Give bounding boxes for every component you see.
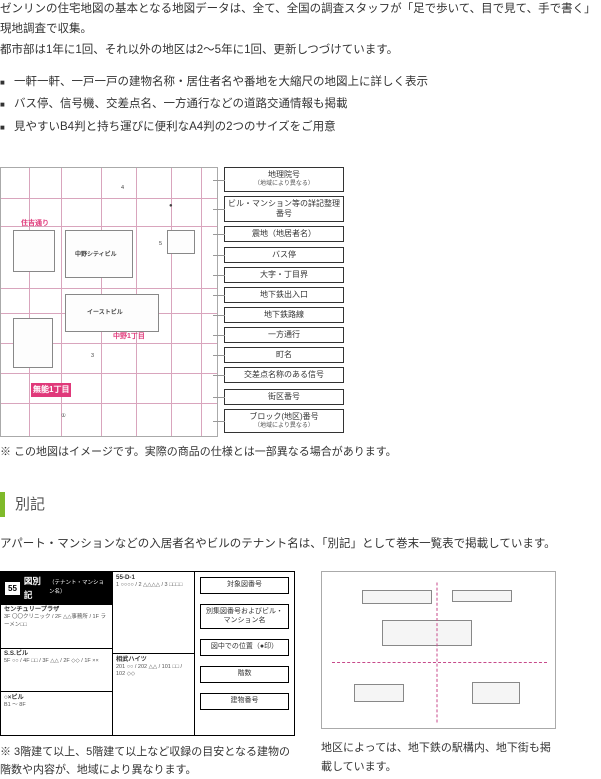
list-item: バス停、信号機、交差点名、一方通行などの道路交通情報も掲載 [0,95,601,115]
building-block [13,318,53,368]
legend-callout-label: 震地（地居者名） [228,229,340,239]
intro-line-1: ゼンリンの住宅地図の基本となる地図データは、全て、全国の調査スタッフが「足で歩い… [0,0,601,39]
road-horizontal [1,288,217,289]
map-legend-column: 地理院号（地域により異なる）ビル・マンション等の詳記整理番号震地（地居者名）バス… [224,167,344,437]
intro-block: ゼンリンの住宅地図の基本となる地図データは、全て、全国の調査スタッフが「足で歩い… [0,0,601,61]
legend-callout-label: 大字・丁目界 [228,270,340,280]
legend-callout-label: ビル・マンション等の詳記整理番号 [228,199,340,219]
legend-table-cell: 55-D-11 ○○○○ / 2 △△△△ / 3 □□□□ [113,572,194,654]
bekki-right-caption: 地区によっては、地下鉄の駅構内、地下街も掲載しています。 [321,739,556,776]
map-tiny-label: 5 [159,240,162,249]
header-sub: （テナント・マンション名） [49,579,108,598]
road-vertical [29,168,30,436]
road-horizontal [1,198,217,199]
legend-callout-label: 町名 [228,350,340,360]
road-horizontal [1,373,217,374]
legend-callout-sub: （地域により異なる） [228,181,340,189]
subway-line [332,662,547,663]
legend-callout-label: 地理院号 [228,170,340,180]
station-platform [362,590,432,604]
legend-callout: 地下鉄出入口 [224,287,344,303]
legend-callout: ビル・マンション等の詳記整理番号 [224,196,344,222]
bekki-right-map [321,571,556,729]
road-vertical [201,168,202,436]
legend-callout: 地下鉄路線 [224,307,344,323]
map-label: ● [169,201,173,211]
map-label: 無能1丁目 [31,383,71,397]
building-block [13,230,55,272]
map-caption: ※ この地図はイメージです。実際の商品の仕様とは一部異なる場合があります。 [0,443,601,462]
legend-key-box: 図中での位置（●印） [200,639,289,656]
legend-callout: 大字・丁目界 [224,267,344,283]
subway-line [437,583,438,723]
map-figure: 住吉通り●中野シティビルイーストビル中野1丁目無能1丁目453① 地理院号（地域… [0,167,601,462]
map-tiny-label: ① [61,412,66,421]
legend-key-box: 階数 [200,666,289,683]
legend-callout-label: バス停 [228,250,340,260]
legend-table-cell: 相武ハイツ201 ○○ / 202 △△ / 101 □□ / 102 ◇◇ [113,654,194,735]
legend-callout: 一方通行 [224,327,344,343]
legend-key-box: 別集図番号およびビル・マンション名 [200,604,289,630]
bekki-row: 55 図別記 （テナント・マンション名） センチュリープラザ3F 〇〇クリニック… [0,571,601,779]
legend-callout: 震地（地居者名） [224,226,344,242]
map-label: 中野シティビル [75,250,117,260]
legend-table-cell: S.S.ビル5F ○○ / 4F □□ / 3F △△ / 2F ◇◇ / 1F… [1,649,112,693]
legend-callout: バス停 [224,247,344,263]
map-tiny-label: 4 [121,184,124,193]
bekki-right: 地区によっては、地下鉄の駅構内、地下街も掲載しています。 [321,571,556,776]
bekki-left-caption: ※ 3階建て以上、5階建て以上など収録の目安となる建物の階数や内容が、地域により… [0,744,295,779]
station-platform [472,682,520,704]
legend-table-cell: センチュリープラザ3F 〇〇クリニック / 2F △△事務所 / 1F ラーメン… [1,605,112,649]
section-heading-bekki: 別記 [0,492,601,518]
legend-callout: 地理院号（地域により異なる） [224,167,344,192]
legend-callout: 街区番号 [224,389,344,405]
legend-callout: ブロック(地区)番号（地域により異なる） [224,409,344,434]
legend-table-header: 55 図別記 （テナント・マンション名） [1,572,112,605]
map-label: 住吉通り [21,218,49,230]
feature-list: 一軒一軒、一戸一戸の建物名称・居住者名や番地を大縮尺の地図上に詳しく表示 バス停… [0,73,601,138]
legend-callout: 町名 [224,347,344,363]
map-tiny-label: 3 [91,352,94,361]
intro-line-2: 都市部は1年に1回、それ以外の地区は2〜5年に1回、更新しつづけています。 [0,41,601,61]
header-number: 55 [5,582,20,596]
legend-callout-label: 地下鉄出入口 [228,290,340,300]
legend-key-box: 建物番号 [200,693,289,710]
legend-callout-label: 交差点名称のある信号 [228,370,340,380]
legend-table-cell: ○×ビルB1 〜 8F [1,692,112,735]
legend-key-box: 対象図番号 [200,577,289,594]
station-platform [382,620,472,646]
map-label: 中野1丁目 [113,331,145,343]
station-platform [354,684,404,702]
list-item: 見やすいB4判と持ち運びに便利なA4判の2つのサイズをご用意 [0,118,601,138]
legend-callout-label: 街区番号 [228,392,340,402]
legend-callout-label: ブロック(地区)番号 [228,412,340,422]
bekki-left: 55 図別記 （テナント・マンション名） センチュリープラザ3F 〇〇クリニック… [0,571,295,779]
bekki-legend-table: 55 図別記 （テナント・マンション名） センチュリープラザ3F 〇〇クリニック… [0,571,295,736]
header-label: 図別記 [24,574,45,603]
station-platform [452,590,512,602]
bekki-intro: アパート・マンションなどの入居者名やビルのテナント名は、「別記」として巻末一覧表… [0,535,601,555]
map-label: イーストビル [87,308,123,318]
legend-callout-label: 地下鉄路線 [228,310,340,320]
legend-callout-sub: （地域により異なる） [228,423,340,431]
road-horizontal [1,403,217,404]
legend-callout-label: 一方通行 [228,330,340,340]
building-block [167,230,195,254]
legend-callout: 交差点名称のある信号 [224,367,344,383]
list-item: 一軒一軒、一戸一戸の建物名称・居住者名や番地を大縮尺の地図上に詳しく表示 [0,73,601,93]
sample-map: 住吉通り ● 中野シティビルイーストビル中野1丁目無能1丁目 4 5 3 ① [0,167,218,437]
